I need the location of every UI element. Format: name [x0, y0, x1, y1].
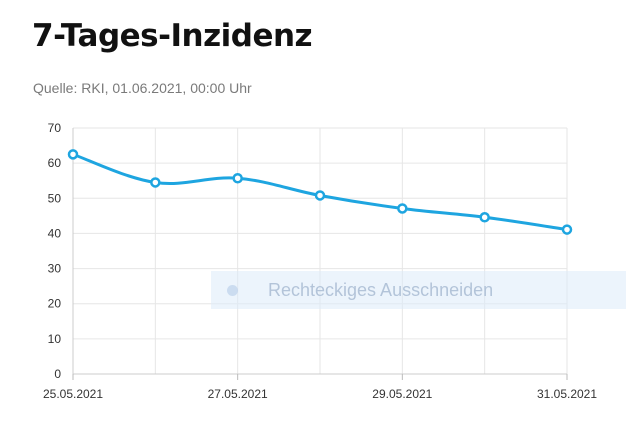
data-point — [67, 149, 79, 160]
y-tick-label: 20 — [48, 297, 62, 311]
y-tick-label: 60 — [48, 156, 62, 170]
snip-tooltip[interactable]: Rechteckiges Ausschneiden — [211, 271, 626, 309]
snip-dot-icon — [227, 284, 238, 296]
chart-title: 7-Tages-Inzidenz — [32, 18, 313, 54]
y-tick-label: 40 — [48, 226, 62, 240]
x-tick-label: 27.05.2021 — [208, 387, 268, 401]
y-tick-label: 10 — [48, 332, 62, 346]
data-point — [479, 212, 490, 223]
data-point — [232, 173, 243, 184]
chart-source: Quelle: RKI, 01.06.2021, 00:00 Uhr — [33, 80, 252, 96]
y-tick-label: 50 — [48, 191, 62, 205]
data-point — [314, 190, 326, 201]
data-point — [397, 203, 408, 214]
y-tick-label: 0 — [54, 367, 61, 381]
y-tick-label: 70 — [48, 121, 62, 135]
x-tick-label: 25.05.2021 — [43, 387, 103, 401]
data-point — [150, 177, 161, 188]
snip-tooltip-label: Rechteckiges Ausschneiden — [268, 279, 494, 300]
x-tick-label: 31.05.2021 — [537, 387, 597, 401]
data-point — [561, 224, 573, 235]
y-tick-label: 30 — [48, 262, 62, 276]
x-tick-label: 29.05.2021 — [372, 387, 432, 401]
